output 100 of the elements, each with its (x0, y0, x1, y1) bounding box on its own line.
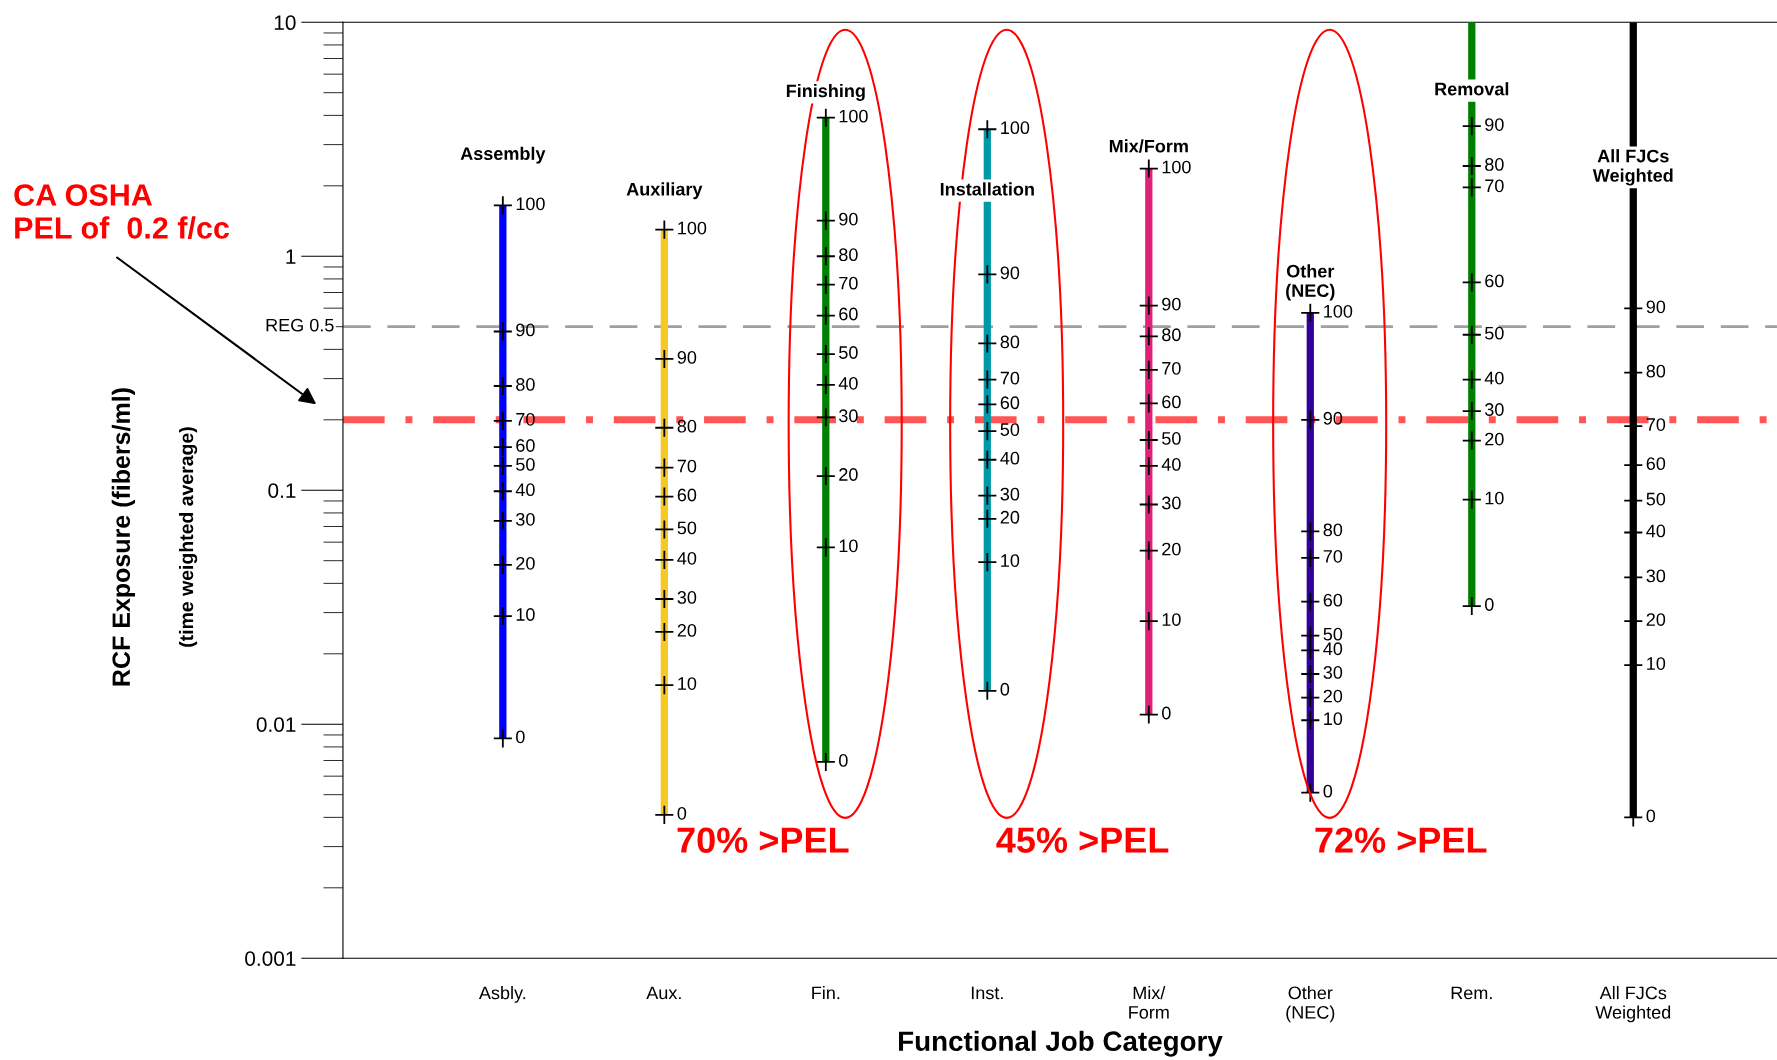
annotation: 0 (677, 806, 687, 820)
annotation: 10 (839, 539, 858, 553)
annotation: Mix/Form (1109, 139, 1188, 153)
annotation: 30 (516, 512, 535, 526)
annotation: 70 (1000, 371, 1020, 385)
annotation: 70 (677, 459, 697, 473)
annotation: 0 (1484, 598, 1494, 611)
annotation: 30 (1000, 487, 1020, 501)
annotation: 20 (1485, 432, 1504, 446)
annotation: 70 (1162, 361, 1181, 375)
annotation: 10 (1001, 554, 1020, 567)
y-tick-label: 0.01 (256, 717, 296, 732)
annotation: 60 (677, 488, 697, 502)
x-tick-label: Mix/ Form (1129, 986, 1169, 1019)
annotation: 50 (1485, 326, 1504, 340)
ref-line-label: REG 0.5 (266, 318, 334, 332)
annotation: 10 (1324, 712, 1343, 726)
y-tick-label: 10 (274, 15, 296, 31)
x-tick-label: Rem. (1451, 986, 1492, 1000)
annotation: 30 (1646, 569, 1666, 583)
annotation: 60 (1485, 274, 1504, 288)
annotation: 0 (1323, 784, 1333, 798)
annotation: 60 (839, 307, 858, 321)
annotation: 20 (677, 624, 697, 637)
x-tick-label: Asbly. (478, 986, 526, 1003)
annotation: 50 (1646, 492, 1666, 506)
annotation: 60 (516, 439, 535, 452)
annotation: 80 (1162, 328, 1181, 342)
annotation: 80 (839, 248, 858, 262)
annotation: 80 (1485, 158, 1504, 171)
annotation: 40 (1161, 458, 1181, 471)
annotation: 90 (677, 351, 697, 364)
annotation: 40 (838, 376, 858, 390)
annotation: 90 (1162, 297, 1181, 311)
annotation: 20 (839, 468, 858, 481)
annotation: 20 (1646, 613, 1666, 626)
annotation: 0 (1000, 682, 1010, 696)
annotation: Other (NEC) (1286, 264, 1335, 301)
annotation: 60 (1646, 457, 1666, 471)
annotation: 40 (1323, 642, 1343, 656)
annotation: 70 (516, 412, 535, 426)
y-axis-title: RCF Exposure (fibers/ml) (111, 388, 136, 686)
x-axis-title: Functional Job Category (899, 1030, 1223, 1057)
annotation: 30 (839, 409, 858, 423)
annotation: 50 (1323, 627, 1343, 641)
annotation: Auxiliary (626, 182, 703, 200)
y-tick-label: 0.1 (268, 483, 296, 498)
annotation: 90 (1323, 411, 1343, 425)
y-tick-label: 0.001 (245, 951, 296, 966)
annotation: 100 (839, 109, 868, 123)
annotation: 80 (1000, 335, 1020, 349)
annotation: Installation (940, 182, 1034, 196)
annotation: All FJCs Weighted (1592, 149, 1673, 186)
annotation: 90 (1485, 118, 1504, 131)
annotation: 50 (677, 521, 697, 535)
annotation: 90 (1000, 266, 1020, 280)
text: (time weighted average) (178, 427, 198, 647)
annotation: 30 (1323, 666, 1343, 679)
annotation: 45% >PEL (996, 827, 1169, 853)
annotation: 20 (1323, 689, 1343, 703)
annotation: 100 (678, 221, 707, 235)
annotation: 40 (515, 483, 535, 497)
annotation: 0 (1162, 706, 1171, 720)
annotation: 70 (1323, 549, 1343, 563)
annotation: 70 (1646, 418, 1666, 431)
annotation: 0 (1646, 809, 1656, 823)
annotation: 100 (1001, 121, 1030, 135)
x-tick-label: Aux. (646, 986, 681, 1000)
annotation: 20 (516, 556, 535, 570)
annotation: 0 (516, 730, 525, 744)
annotation: 40 (1000, 451, 1020, 465)
annotation: 50 (839, 346, 858, 359)
annotation: 70% >PEL (677, 827, 849, 853)
x-tick-label: Other (NEC) (1286, 986, 1335, 1023)
annotation: 10 (516, 608, 535, 621)
annotation: 10 (1647, 657, 1666, 670)
annotation: 0 (839, 754, 848, 767)
annotation: 30 (1484, 403, 1504, 416)
text: CA OSHA PEL of 0.2 f/cc (14, 184, 230, 240)
annotation: 80 (677, 419, 697, 433)
annotation: 40 (677, 551, 697, 565)
annotation: Assembly (460, 146, 546, 164)
annotation: 70 (839, 276, 858, 290)
annotation: 60 (1323, 593, 1343, 607)
annotation: 30 (677, 591, 697, 604)
annotation: 100 (1162, 160, 1191, 174)
y-tick-label: 1 (286, 249, 296, 264)
annotation: 80 (516, 378, 535, 391)
x-tick-label: Inst. (971, 986, 1003, 1000)
annotation: Finishing (786, 84, 865, 101)
annotation: 72% >PEL (1315, 827, 1487, 853)
annotation: 10 (1485, 491, 1504, 505)
annotation: 90 (1646, 300, 1666, 314)
annotation: 50 (1162, 432, 1181, 445)
annotation: 100 (516, 197, 545, 211)
annotation: 40 (1646, 524, 1666, 538)
annotation: 10 (678, 677, 697, 690)
annotation: Removal (1435, 82, 1509, 96)
annotation: 20 (1162, 542, 1181, 556)
annotation: 40 (1484, 371, 1504, 385)
